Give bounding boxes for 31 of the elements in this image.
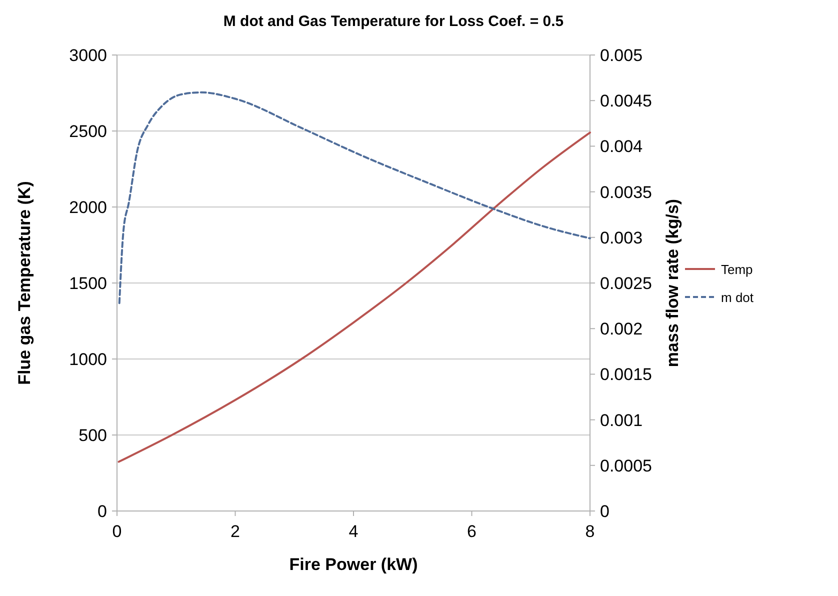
y-tick-label: 2000 bbox=[69, 198, 107, 217]
y2-tick-label: 0.004 bbox=[600, 137, 643, 156]
line-series bbox=[118, 91, 591, 304]
y2-tick-label: 0.0035 bbox=[600, 182, 652, 202]
line-series bbox=[118, 132, 591, 463]
x-tick-label: 4 bbox=[348, 522, 358, 541]
x-axis-title: Fire Power (kW) bbox=[289, 555, 418, 574]
x-tick-label: 8 bbox=[585, 522, 595, 541]
y2-tick-label: 0.0015 bbox=[600, 365, 652, 384]
legend-label: m dot bbox=[721, 290, 754, 305]
y-tick-label: 2500 bbox=[69, 122, 107, 141]
y2-axis-title: mass flow rate (kg/s) bbox=[663, 198, 682, 368]
x-tick-label: 0 bbox=[112, 522, 122, 541]
y2-tick-label: 0.0045 bbox=[600, 92, 652, 111]
y2-tick-label: 0.002 bbox=[600, 320, 643, 339]
y-tick-label: 0 bbox=[98, 502, 107, 521]
y2-tick-label: 0.0025 bbox=[600, 274, 652, 293]
y2-tick-label: 0.001 bbox=[600, 410, 643, 430]
legend-label: Temp bbox=[721, 262, 753, 277]
y-tick-label: 1000 bbox=[69, 350, 107, 369]
y2-tick-label: 0.003 bbox=[600, 228, 643, 248]
y2-tick-label: 0.005 bbox=[600, 46, 643, 65]
x-tick-label: 2 bbox=[230, 522, 240, 541]
y2-tick-label: 0 bbox=[600, 502, 610, 521]
y-axis-title: Flue gas Temperature (K) bbox=[15, 181, 34, 385]
y-tick-label: 3000 bbox=[69, 46, 107, 65]
y-tick-label: 500 bbox=[78, 426, 107, 445]
x-tick-label: 6 bbox=[467, 522, 476, 541]
chart-title: M dot and Gas Temperature for Loss Coef. = 0.5 bbox=[223, 13, 564, 30]
y2-tick-label: 0.0005 bbox=[600, 456, 652, 476]
y-tick-label: 1500 bbox=[69, 274, 107, 293]
